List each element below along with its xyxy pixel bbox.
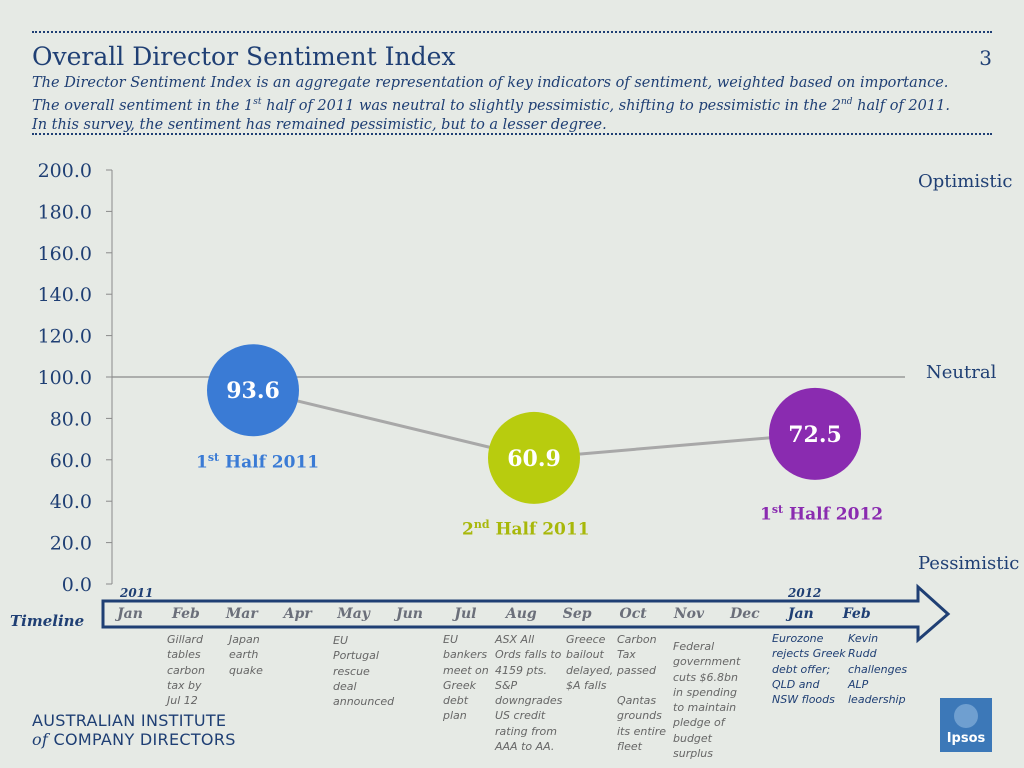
ipsos-mark-icon (954, 704, 978, 728)
timeline-month: Jan (787, 606, 814, 622)
event-sep-2011: Greece bailout delayed, $A falls (566, 633, 614, 692)
year-2012-label: 2012 (788, 586, 822, 600)
page-number: 3 (979, 46, 992, 70)
data-point-circle (207, 344, 299, 437)
y-tick-label: 60.0 (50, 450, 92, 472)
timeline-month: Oct (619, 606, 647, 622)
aicd-logo-line1: AUSTRALIAN INSTITUTE (32, 711, 227, 730)
event-feb-2011: Gillard tables carbon tax by Jul 12 (167, 633, 205, 708)
neutral-label: Neutral (926, 362, 997, 383)
data-point-value-label: 60.9 (507, 446, 561, 472)
event-nov-2011: Federal government cuts $6.8bn in spendi… (673, 640, 741, 761)
period-label-h1-2011: 1st Half 2011 (196, 451, 320, 473)
timeline-month: Feb (842, 606, 871, 622)
year-2011-label: 2011 (120, 586, 154, 600)
y-tick-label: 0.0 (62, 574, 92, 596)
event-jul-2011: EU bankers meet on Greek debt plan (443, 633, 489, 723)
timeline-month: Jan (117, 606, 143, 622)
event-mar-2011: Japan earth quake (229, 633, 263, 677)
optimistic-label: Optimistic (918, 171, 1013, 192)
timeline-month: Dec (730, 606, 760, 622)
y-tick-label: 160.0 (38, 243, 92, 265)
data-point-value-label: 93.6 (226, 378, 280, 404)
ipsos-logo: Ipsos (940, 698, 992, 752)
subtitle-divider (32, 133, 992, 135)
timeline-month: Sep (562, 606, 592, 622)
timeline-label: Timeline (10, 612, 85, 630)
y-tick-label: 200.0 (38, 160, 92, 182)
top-divider (32, 31, 992, 33)
event-jan-2012: Eurozone rejects Greek debt offer; QLD a… (772, 632, 846, 707)
timeline-month: Jun (396, 606, 423, 622)
y-tick-label: 100.0 (38, 367, 92, 389)
aicd-logo-line2: of COMPANY DIRECTORS (32, 730, 236, 749)
period-label-h1-2012: 1st Half 2012 (760, 503, 884, 525)
period-label-h2-2011: 2nd Half 2011 (462, 518, 590, 540)
timeline-month: Nov (673, 606, 705, 622)
aicd-logo: AUSTRALIAN INSTITUTE of COMPANY DIRECTOR… (32, 711, 236, 749)
y-tick-label: 140.0 (38, 284, 92, 306)
sentiment-chart: 0.0 20.0 40.0 60.0 80.0 100.0 120.0 140.0 160.0 1… (38, 160, 905, 596)
y-tick-label: 120.0 (38, 326, 92, 348)
y-tick-label: 180.0 (38, 201, 92, 223)
data-point-value-label: 72.5 (788, 422, 842, 448)
event-feb-2012: Kevin Rudd challenges ALP leadership (848, 632, 908, 707)
timeline-month: Mar (225, 606, 258, 622)
timeline-month: Apr (283, 606, 312, 622)
timeline-month: May (337, 606, 370, 622)
data-point-circle (769, 387, 861, 480)
y-tick-label: 80.0 (50, 408, 92, 430)
timeline-month: Jul (454, 606, 477, 622)
y-tick-label: 40.0 (50, 491, 92, 513)
timeline-month: Aug (505, 606, 537, 622)
event-aug-2011: ASX All Ords falls to 4159 pts. S&P down… (495, 633, 563, 754)
y-tick-label: 20.0 (50, 533, 92, 555)
data-point-circle (488, 411, 580, 504)
page-subtitle: The Director Sentiment Index is an aggre… (32, 75, 950, 133)
timeline-month: Feb (171, 606, 200, 622)
page-title: Overall Director Sentiment Index (32, 42, 456, 71)
pessimistic-label: Pessimistic (918, 553, 1020, 574)
event-may-2011: EU Portugal rescue deal announced (333, 634, 395, 709)
event-oct-2011: Carbon Tax passed Qantas grounds its ent… (617, 633, 666, 754)
